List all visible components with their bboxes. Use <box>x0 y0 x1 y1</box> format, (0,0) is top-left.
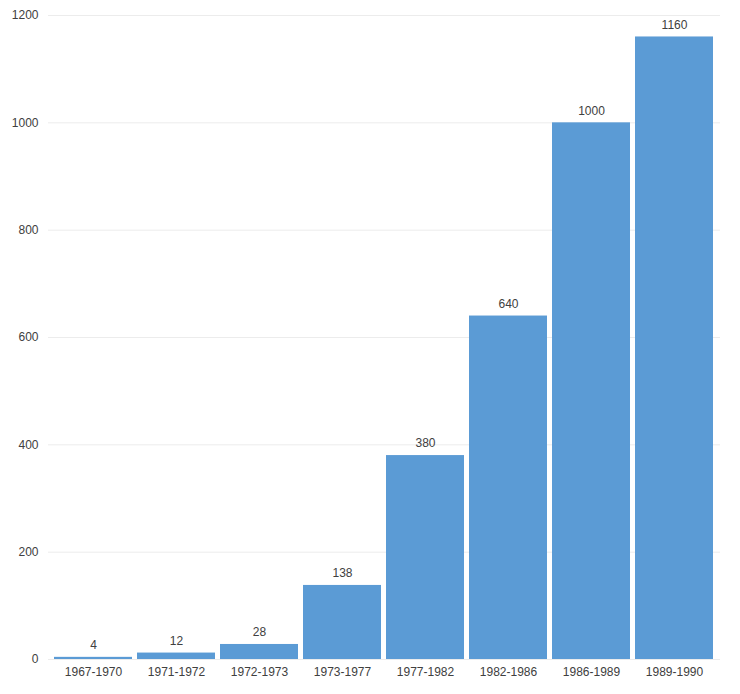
svg-text:1967-1970: 1967-1970 <box>65 665 123 679</box>
svg-text:600: 600 <box>18 330 38 344</box>
svg-text:400: 400 <box>18 438 38 452</box>
svg-text:800: 800 <box>18 223 38 237</box>
svg-text:1973-1977: 1973-1977 <box>314 665 372 679</box>
svg-text:380: 380 <box>415 436 435 450</box>
svg-text:1986-1989: 1986-1989 <box>563 665 621 679</box>
svg-text:1989-1990: 1989-1990 <box>646 665 704 679</box>
svg-text:1160: 1160 <box>662 18 688 32</box>
svg-text:640: 640 <box>498 297 518 311</box>
svg-text:28: 28 <box>253 625 267 639</box>
svg-text:138: 138 <box>332 566 352 580</box>
svg-text:1982-1986: 1982-1986 <box>480 665 538 679</box>
svg-text:1200: 1200 <box>12 8 39 22</box>
svg-text:1971-1972: 1971-1972 <box>148 665 206 679</box>
svg-text:12: 12 <box>170 634 184 648</box>
svg-text:1972-1973: 1972-1973 <box>231 665 289 679</box>
svg-text:200: 200 <box>18 545 38 559</box>
svg-text:4: 4 <box>90 638 97 652</box>
svg-text:0: 0 <box>32 652 39 666</box>
svg-text:1000: 1000 <box>578 104 605 118</box>
svg-text:1000: 1000 <box>12 116 39 130</box>
svg-text:1977-1982: 1977-1982 <box>397 665 455 679</box>
